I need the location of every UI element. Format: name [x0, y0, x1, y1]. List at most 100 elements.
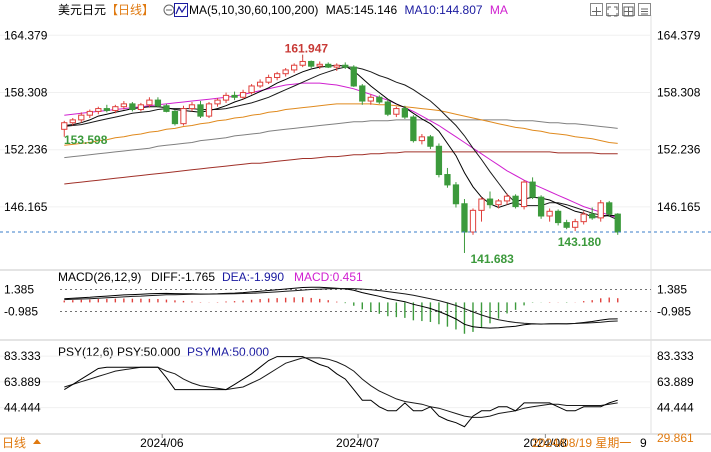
candle-body — [520, 181, 528, 208]
candle-body — [367, 96, 374, 102]
candle-body — [333, 64, 340, 68]
macd-tick-left: 1.385 — [4, 282, 34, 296]
price-tick-right: 146.165 — [657, 200, 701, 214]
price-tick-right: 158.308 — [657, 85, 701, 99]
candle-body — [265, 76, 272, 83]
candle-body — [154, 99, 162, 107]
macd-line-diff — [64, 286, 618, 329]
candle-body — [554, 210, 562, 224]
candle-body — [78, 114, 85, 121]
candle-body — [503, 195, 511, 202]
candle-body — [129, 103, 136, 111]
price-tick-left: 158.308 — [4, 85, 48, 99]
psy-tick-left: 63.889 — [4, 375, 41, 389]
candle-body — [563, 222, 570, 228]
macd-dif-value: DIFF:-1.765 — [151, 270, 215, 284]
candle-body — [529, 181, 536, 198]
macd-dea-value: DEA:-1.990 — [222, 270, 284, 284]
low-price-label: 141.683 — [470, 252, 514, 266]
candle-body — [486, 198, 494, 206]
macd-tick-left: -0.985 — [4, 305, 38, 319]
macd-title: MACD(26,12,9) — [58, 270, 141, 284]
left-price-label: 153.598 — [64, 133, 108, 147]
candle-body — [512, 195, 519, 208]
candle-body — [469, 209, 477, 233]
candle-body — [589, 213, 596, 219]
macd-tick-right: -0.985 — [657, 305, 691, 319]
cursor-value-label: 29.861 — [657, 431, 694, 445]
cursor-date-label: 2024/08/19 星期一 — [532, 436, 631, 450]
candle-body — [180, 108, 187, 125]
candle-body — [214, 99, 221, 105]
price-tick-right: 164.379 — [657, 28, 701, 42]
settings-icon[interactable] — [638, 3, 651, 16]
candle-body — [120, 103, 128, 108]
ma-line-ma200 — [64, 151, 618, 185]
candle-body — [163, 105, 170, 112]
candle-body — [410, 116, 417, 142]
candle-body — [103, 108, 110, 111]
candle-body — [606, 202, 613, 215]
candle-body — [197, 104, 204, 117]
psy-tick-right: 44.444 — [657, 401, 694, 415]
price-tick-right: 152.236 — [657, 143, 701, 157]
macd-tick-right: 1.385 — [657, 282, 687, 296]
candle-body — [572, 221, 579, 228]
ma-settings-label[interactable]: MA(5,10,30,60,100,200) — [189, 3, 319, 17]
macd-hist-value: MACD:0.451 — [294, 270, 363, 284]
candle-body — [273, 73, 281, 78]
candle-body — [299, 60, 306, 66]
candle-body — [478, 198, 485, 211]
psy-line-psy — [64, 356, 618, 428]
period-tag: 日线 — [2, 436, 26, 450]
candle-body — [418, 136, 426, 142]
candle-body — [282, 69, 289, 75]
candle-body — [350, 66, 357, 87]
candle-body — [359, 85, 366, 102]
psy-title: PSY(12,6) — [58, 345, 113, 359]
candle-body — [452, 184, 460, 205]
psy-tick-left: 44.444 — [4, 401, 41, 415]
last-low-label: 143.180 — [558, 235, 602, 249]
psy-tick-right: 63.889 — [657, 375, 694, 389]
candle-body — [171, 110, 179, 125]
fullscreen-icon[interactable] — [606, 3, 619, 17]
crosshair-icon[interactable] — [590, 3, 603, 16]
ma10-value: MA10:144.807 — [404, 3, 483, 17]
layout-icon[interactable] — [622, 3, 635, 17]
ma-line-ma60 — [64, 103, 618, 146]
price-tick-left: 146.165 — [4, 200, 48, 214]
candle-body — [137, 104, 145, 111]
period-label[interactable]: 【日线】 — [106, 3, 155, 17]
x-tick-label: 2024/08 — [523, 436, 567, 450]
candle-body — [444, 174, 451, 186]
ma-more-label: MA — [489, 3, 508, 17]
cursor-day-marker: 9 — [640, 436, 647, 450]
candle-body — [342, 64, 349, 68]
x-tick-label: 2024/07 — [336, 436, 380, 450]
psy-tick-left: 83.333 — [4, 349, 41, 363]
candle-body — [112, 106, 119, 111]
price-tick-left: 164.379 — [4, 28, 48, 42]
macd-line-dea — [64, 287, 618, 325]
candle-body — [435, 145, 443, 176]
candle-body — [239, 92, 247, 98]
ma-indicator-icon[interactable] — [174, 3, 188, 17]
candle-body — [580, 213, 587, 223]
psyma-value: PSYMA:50.000 — [187, 345, 269, 359]
candle-body — [546, 210, 553, 217]
candle-body — [461, 203, 468, 233]
candle-body — [222, 94, 230, 101]
period-arrow-icon — [33, 439, 41, 444]
candle-body — [188, 104, 196, 110]
candle-body — [427, 136, 434, 147]
candle-body — [231, 94, 238, 98]
candle-body — [146, 99, 153, 106]
candle-body — [384, 101, 391, 115]
candle-body — [325, 63, 332, 68]
candle-body — [614, 213, 621, 233]
candle-body — [495, 200, 502, 206]
psy-value: PSY:50.000 — [117, 345, 181, 359]
candle-body — [69, 119, 76, 124]
